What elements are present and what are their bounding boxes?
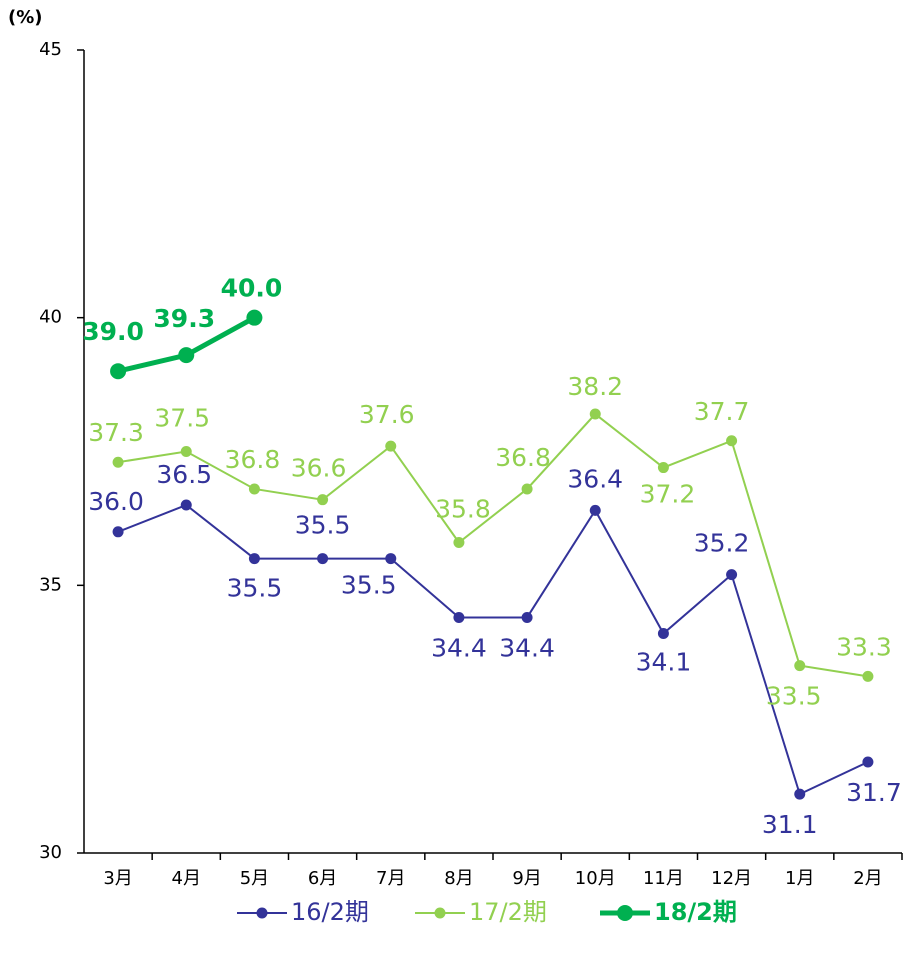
value-label: 34.4 [431,633,487,662]
value-label: 39.3 [153,304,215,333]
y-tick-label: 40 [39,307,62,328]
point [112,526,124,538]
value-label: 35.2 [694,529,750,558]
x-tick-label: 10月 [575,868,616,889]
value-label: 33.5 [766,682,822,711]
value-label: 34.4 [499,633,555,662]
x-tick-label: 8月 [444,868,473,889]
point [453,611,465,623]
value-label: 36.4 [567,464,623,493]
x-tick-label: 3月 [103,868,132,889]
legend-marker [617,905,633,921]
x-tick-label: 7月 [376,868,405,889]
point [521,483,533,495]
point [385,553,397,565]
x-tick-label: 1月 [785,868,814,889]
point [521,611,533,623]
value-label: 36.0 [88,487,144,516]
point [248,553,260,565]
point [453,537,465,549]
point [317,494,329,506]
x-tick-label: 11月 [643,868,684,889]
value-label: 37.5 [154,404,210,433]
point [862,756,874,768]
value-label: 38.2 [567,372,623,401]
legend-label: 18/2期 [654,898,737,926]
x-tick-label: 12月 [711,868,752,889]
value-label: 36.5 [156,460,212,489]
point [178,347,195,364]
point [246,309,263,326]
legend-label: 17/2期 [469,898,547,926]
legend-marker [256,907,268,919]
value-label: 36.6 [291,454,347,483]
legend-marker [434,907,446,919]
value-label: 31.7 [846,778,902,807]
value-label: 35.5 [341,571,397,600]
series-line [117,412,869,678]
x-tick-label: 4月 [172,868,201,889]
x-tick-label: 5月 [240,868,269,889]
value-label: 35.5 [295,511,351,540]
value-label: 40.0 [221,274,283,303]
legend-label: 16/2期 [291,898,369,926]
point [862,670,874,682]
x-tick-label: 9月 [512,868,541,889]
y-tick-label: 35 [39,574,62,595]
point [794,788,806,800]
point [726,435,738,447]
y-tick-label: 45 [39,39,62,60]
value-label: 35.5 [227,574,283,603]
series-line [117,503,869,796]
value-label: 39.0 [82,317,144,346]
point [180,499,192,511]
value-label: 37.2 [640,480,696,509]
point [110,363,127,380]
point [589,408,601,420]
value-label: 37.7 [694,397,750,426]
point [248,483,260,495]
point [657,628,669,640]
value-label: 35.8 [435,495,491,524]
y-axis-label: (%) [8,7,43,28]
value-label: 33.3 [836,632,892,661]
value-label: 36.8 [225,445,281,474]
point [180,446,192,457]
point [657,462,669,474]
value-label: 37.6 [359,400,415,429]
value-label: 36.8 [495,443,551,472]
point [317,553,329,565]
value-label: 34.1 [636,648,692,677]
point [794,660,806,672]
point [385,440,397,452]
point [589,504,601,516]
x-tick-label: 6月 [308,868,337,889]
value-label: 31.1 [762,810,818,839]
value-label: 37.3 [88,418,144,447]
point [112,456,124,468]
point [726,569,738,581]
x-tick-label: 2月 [853,868,882,889]
y-tick-label: 30 [39,842,62,863]
